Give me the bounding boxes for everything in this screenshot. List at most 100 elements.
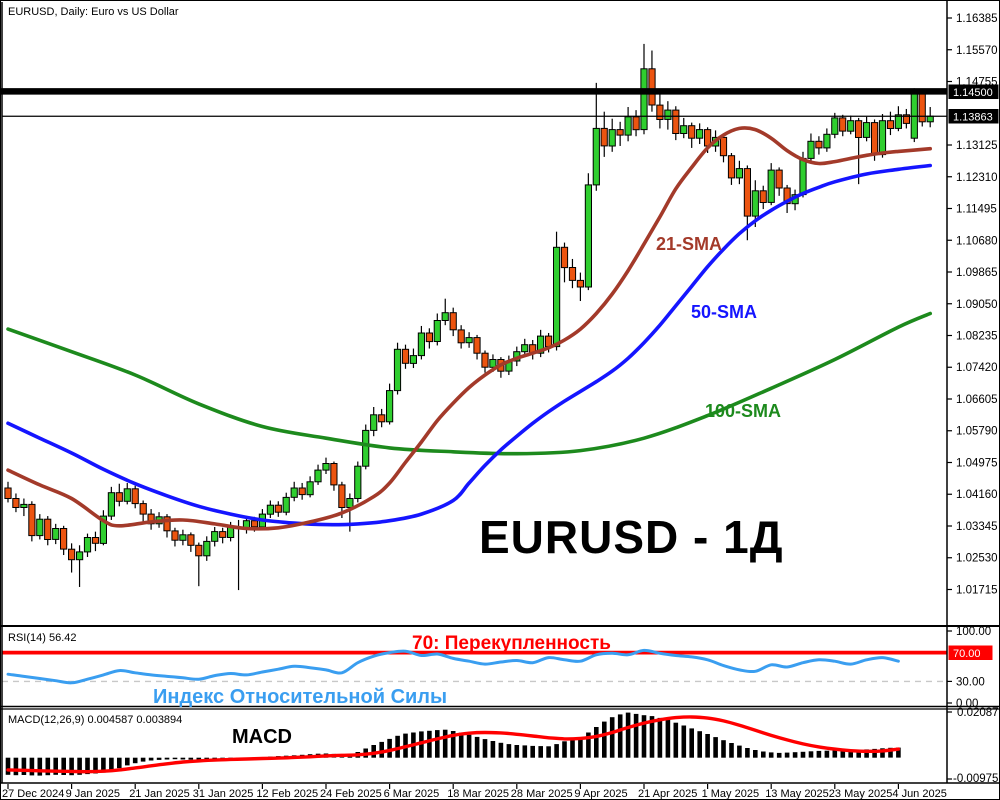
candle-bull (640, 68, 648, 131)
macd-histogram-bar (506, 744, 512, 758)
macd-histogram-bar (140, 757, 146, 762)
candle-bear (560, 246, 569, 269)
macd-histogram-bar (204, 757, 209, 760)
macd-histogram-bar (498, 742, 504, 758)
macd-histogram-bar (745, 748, 750, 758)
time-axis-area[interactable] (0, 784, 1000, 800)
candle-bull (521, 344, 529, 353)
chart-title: EURUSD, Daily: Euro vs US Dollar (8, 6, 179, 18)
candle-bull (179, 534, 187, 541)
macd-histogram-bar (69, 757, 74, 776)
macd-histogram-bar (864, 749, 869, 758)
candle-bear (481, 352, 489, 368)
macd-axis-bottom-label: -0.009752 (953, 773, 1000, 785)
macd-histogram-bar (427, 730, 432, 758)
price-axis-tick-label: 1.13125 (956, 140, 998, 152)
macd-histogram-bar (490, 741, 496, 758)
candle-bull (433, 320, 441, 342)
time-axis-tick-label: 31 Jan 2025 (193, 788, 254, 800)
candle-bull (306, 481, 314, 496)
candle-bear (68, 548, 76, 561)
candle-bear (91, 537, 100, 544)
rsi-axis-tick-label: 30.00 (956, 676, 985, 688)
price-axis-tick-label: 1.02530 (956, 553, 998, 565)
macd-histogram-bar (657, 717, 663, 758)
current-price-label: 1.13863 (953, 112, 993, 124)
macd-histogram-bar (896, 747, 901, 758)
macd-histogram-bar (697, 731, 702, 758)
candle-bull (537, 335, 545, 354)
macd-histogram-bar (117, 757, 122, 769)
candle-bear (274, 504, 282, 513)
time-axis-tick-label: 1 May 2025 (702, 788, 759, 800)
candle-bear (616, 129, 624, 136)
candle-bull (735, 168, 743, 179)
price-axis-tick-label: 1.04160 (956, 489, 998, 501)
candle-bull (203, 540, 211, 557)
macd-histogram-bar (482, 739, 488, 758)
candle-bull (664, 109, 672, 120)
price-axis-tick-label: 1.04975 (956, 458, 998, 470)
macd-histogram-bar (832, 750, 838, 758)
candle-bear (656, 104, 664, 120)
main-chart-area[interactable] (2, 2, 947, 625)
price-axis-tick-label: 1.03345 (956, 521, 998, 533)
price-axis-tick-label: 1.08235 (956, 331, 998, 343)
candle-bear (60, 528, 68, 550)
macd-histogram-bar (649, 716, 655, 758)
candle-bear (401, 348, 410, 364)
candle-bull (322, 463, 330, 471)
macd-histogram-bar (546, 746, 551, 758)
macd-histogram-bar (188, 757, 194, 760)
macd-histogram-bar (172, 757, 178, 760)
macd-histogram-bar (753, 750, 758, 758)
candle-bear (457, 329, 465, 344)
candle-bear (250, 520, 259, 528)
candle-bull (696, 129, 704, 139)
candle-bear (576, 279, 584, 288)
macd-histogram-bar (132, 757, 138, 764)
candlestick-chart-layer (0, 43, 947, 591)
candle-bear (759, 190, 767, 204)
candle-bull (290, 487, 298, 498)
macd-annotation: MACD (232, 726, 292, 748)
time-axis-tick-label: 28 Mar 2025 (511, 788, 573, 800)
candle-bull (123, 488, 131, 502)
time-axis-tick-label: 9 Jan 2025 (66, 788, 120, 800)
price-axis-tick-label: 1.05790 (956, 426, 998, 438)
macd-histogram-bar (395, 735, 400, 758)
candle-bear (743, 168, 751, 217)
candle-bull (370, 414, 378, 431)
candle-bear (115, 492, 123, 502)
macd-histogram-bar (848, 750, 853, 758)
macd-histogram-bar (196, 757, 202, 761)
rsi-70-box-label: 70.00 (953, 648, 981, 660)
macd-histogram-bar (474, 736, 480, 758)
candle-bear (330, 463, 338, 486)
price-axis-tick-label: 1.07420 (956, 362, 998, 374)
price-axis-tick-label: 1.09865 (956, 267, 998, 279)
macd-histogram-bar (888, 747, 893, 758)
sma50-line (6, 163, 932, 527)
macd-panel-area[interactable] (2, 709, 947, 783)
rsi-indicator-label: RSI(14) 56.42 (8, 632, 76, 644)
price-axis-tick-label: 1.11495 (956, 204, 997, 216)
candle-bear (783, 187, 791, 205)
macd-histogram-bar (156, 757, 162, 760)
macd-histogram-bar (164, 757, 170, 760)
candle-bull (99, 515, 108, 544)
candle-bull (266, 504, 274, 515)
macd-histogram-bar (856, 750, 861, 758)
candle-bull (823, 133, 831, 149)
candle-bull (624, 116, 632, 136)
candle-bull (393, 348, 402, 392)
candle-bear (28, 503, 36, 537)
macd-histogram-bar (125, 757, 130, 766)
macd-histogram-bar (442, 729, 448, 758)
candle-bull (608, 129, 616, 147)
candle-bull (409, 355, 417, 364)
candle-bear (131, 488, 139, 505)
candle-bear (918, 91, 926, 123)
macd-histogram-bar (633, 713, 639, 758)
macd-histogram-bar (466, 734, 472, 758)
